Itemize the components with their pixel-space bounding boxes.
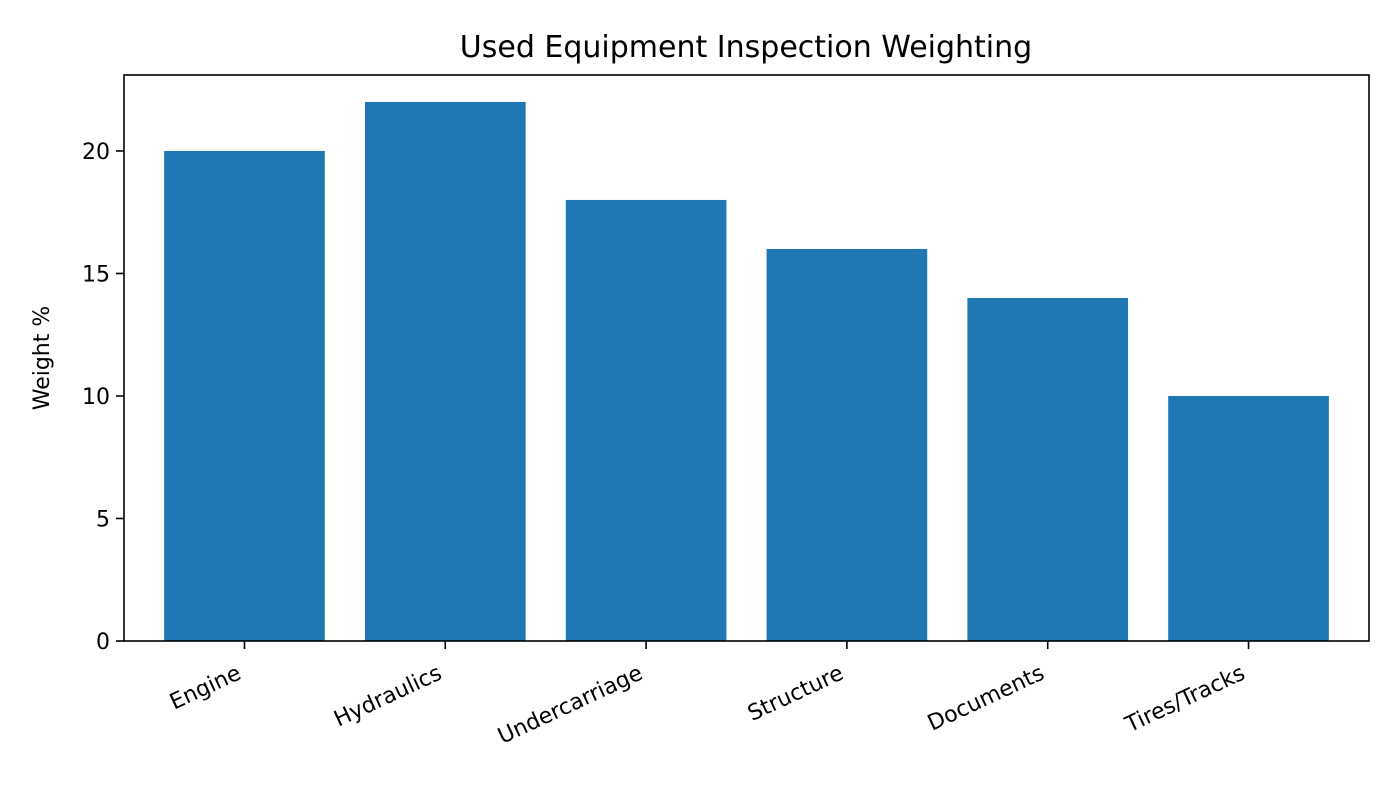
bars-group xyxy=(164,101,1329,641)
x-tick-label: Documents xyxy=(924,661,1048,737)
x-tick-label: Tires/Tracks xyxy=(1121,661,1249,739)
y-tick-label: 10 xyxy=(82,385,110,410)
y-tick-label: 20 xyxy=(82,140,110,165)
plot-frame xyxy=(123,74,1370,642)
x-tick-label: Hydraulics xyxy=(330,661,445,733)
bar-hydraulics xyxy=(364,101,526,641)
x-tick-label: Engine xyxy=(166,661,245,716)
y-tick-label: 5 xyxy=(96,507,110,532)
y-axis-ticks: 0 5 10 15 20 xyxy=(82,140,124,655)
chart-title: Used Equipment Inspection Weighting xyxy=(460,30,1032,65)
y-tick-label: 15 xyxy=(82,262,110,287)
bar-tires-tracks xyxy=(1168,395,1329,641)
x-tick-label: Undercarriage xyxy=(494,661,646,750)
y-axis-label: Weight % xyxy=(30,306,55,411)
bar-undercarriage xyxy=(565,199,727,641)
bar-documents xyxy=(967,297,1129,641)
y-tick-label: 0 xyxy=(96,630,110,655)
x-tick-label: Structure xyxy=(744,661,847,727)
bar-structure xyxy=(766,248,928,641)
x-axis-ticks: Engine Hydraulics Undercarriage Structure Do… xyxy=(166,641,1250,750)
bar-engine xyxy=(164,150,325,641)
